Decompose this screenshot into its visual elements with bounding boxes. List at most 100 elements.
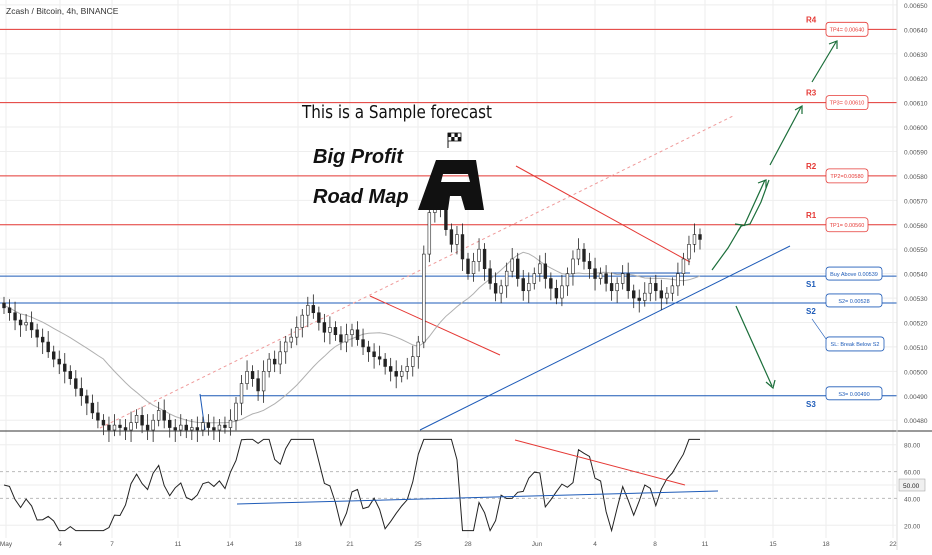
candle[interactable] — [90, 394, 95, 420]
candle[interactable] — [339, 326, 343, 351]
level-badge-r3[interactable] — [825, 95, 869, 111]
candle[interactable] — [532, 267, 536, 290]
candle[interactable] — [245, 360, 249, 390]
candle[interactable] — [74, 370, 78, 397]
price-axis[interactable]: 0.00480 0.00490 0.00500 0.00510 0.00520 0.005… — [904, 3, 928, 425]
candle[interactable] — [659, 279, 664, 311]
candle[interactable] — [665, 287, 669, 305]
level-badge-r2[interactable] — [825, 168, 869, 184]
candle[interactable] — [477, 238, 481, 272]
candle[interactable] — [422, 245, 426, 349]
candle[interactable] — [317, 306, 321, 331]
candle[interactable] — [681, 252, 686, 286]
candle[interactable] — [687, 235, 691, 266]
candle[interactable] — [18, 313, 23, 337]
candle[interactable] — [239, 375, 244, 416]
level-badge-s1[interactable] — [825, 266, 883, 281]
candle[interactable] — [201, 416, 205, 437]
candle[interactable] — [52, 345, 56, 368]
candle[interactable] — [306, 296, 310, 328]
candle[interactable] — [35, 323, 39, 348]
candle[interactable] — [162, 399, 166, 429]
candle[interactable] — [2, 296, 6, 314]
candle[interactable] — [565, 267, 570, 296]
candle[interactable] — [79, 377, 84, 406]
stop-loss-badge[interactable] — [825, 336, 885, 352]
dashed-channel-line[interactable] — [99, 114, 736, 429]
candle[interactable] — [156, 401, 161, 427]
candle[interactable] — [549, 272, 553, 301]
candle[interactable] — [284, 335, 288, 364]
candle[interactable] — [593, 257, 597, 291]
resistance-trendline-right[interactable] — [515, 165, 691, 263]
candle[interactable] — [626, 262, 630, 299]
candle[interactable] — [670, 277, 675, 302]
candle[interactable] — [582, 243, 586, 270]
candle[interactable] — [217, 419, 222, 442]
candle[interactable] — [400, 365, 404, 383]
level-badge-s2[interactable] — [825, 293, 883, 308]
candle[interactable] — [504, 262, 509, 298]
candle[interactable] — [516, 252, 520, 287]
candle[interactable] — [278, 340, 282, 375]
rsi-pane[interactable]: 20.00 40.00 60.00 80.00 50.00 — [0, 438, 926, 533]
rsi-support-trendline[interactable] — [236, 490, 719, 505]
candle[interactable] — [455, 225, 459, 255]
candle[interactable] — [250, 365, 255, 387]
candle[interactable] — [289, 328, 293, 349]
candle[interactable] — [212, 416, 216, 441]
candle[interactable] — [234, 397, 238, 431]
date-axis[interactable]: May 4 7 11 14 18 21 25 28 Jun 4 8 11 15 18 22 — [0, 541, 897, 548]
candle[interactable] — [256, 370, 260, 401]
candle[interactable] — [383, 353, 387, 375]
candles[interactable] — [2, 177, 702, 442]
candle[interactable] — [372, 343, 376, 369]
candle[interactable] — [195, 416, 200, 442]
candle[interactable] — [587, 252, 592, 279]
candle[interactable] — [57, 350, 61, 375]
candle[interactable] — [63, 353, 67, 384]
candle[interactable] — [609, 272, 614, 301]
candle[interactable] — [449, 223, 454, 253]
candle[interactable] — [698, 228, 702, 250]
candle[interactable] — [499, 279, 503, 304]
candle[interactable] — [648, 277, 652, 302]
candle[interactable] — [344, 323, 349, 353]
candle[interactable] — [29, 311, 34, 338]
candle[interactable] — [46, 331, 50, 358]
support-trendline[interactable] — [419, 245, 791, 431]
candle[interactable] — [261, 360, 266, 403]
candle[interactable] — [560, 274, 564, 307]
rsi-resistance-trendline[interactable] — [514, 439, 686, 486]
candle[interactable] — [482, 243, 487, 281]
candle[interactable] — [510, 247, 514, 278]
candle[interactable] — [521, 269, 525, 301]
candle[interactable] — [140, 406, 144, 434]
candle[interactable] — [416, 335, 420, 369]
resistance-trendline-left[interactable] — [369, 295, 501, 356]
candle[interactable] — [7, 299, 12, 321]
candle[interactable] — [571, 250, 575, 286]
candle[interactable] — [643, 282, 647, 307]
candle[interactable] — [604, 265, 608, 292]
candle[interactable] — [632, 284, 636, 309]
candle[interactable] — [96, 401, 100, 429]
candle[interactable] — [411, 345, 415, 377]
candle[interactable] — [24, 313, 28, 332]
candle[interactable] — [620, 265, 625, 290]
candle[interactable] — [576, 238, 581, 266]
candle[interactable] — [129, 411, 133, 442]
candle[interactable] — [107, 416, 111, 442]
candle[interactable] — [615, 277, 619, 303]
candle[interactable] — [538, 255, 542, 282]
candle[interactable] — [676, 262, 680, 296]
candle[interactable] — [692, 223, 697, 253]
candle[interactable] — [134, 409, 139, 429]
candle[interactable] — [228, 409, 233, 436]
candle[interactable] — [267, 353, 271, 378]
candle[interactable] — [101, 414, 106, 436]
candle[interactable] — [460, 223, 465, 271]
support-resistance-levels[interactable]: R4 TP4= 0.00640 R3 TP3= 0.00610 R2 TP2=0.0058… — [0, 15, 897, 409]
